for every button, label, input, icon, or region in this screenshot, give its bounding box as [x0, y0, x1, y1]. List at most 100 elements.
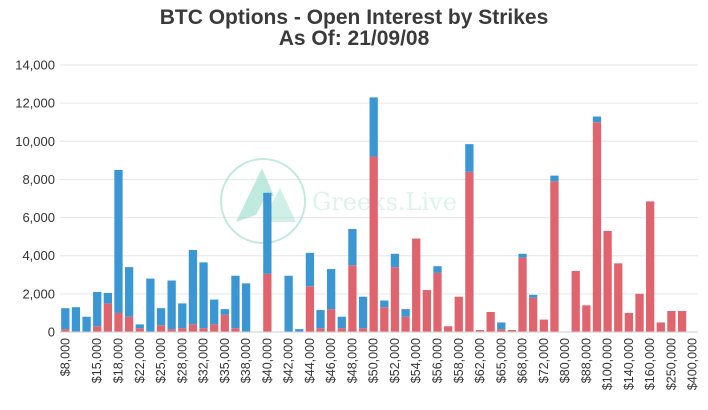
- bar-call[interactable]: [263, 192, 272, 274]
- bar-call[interactable]: [241, 283, 251, 332]
- bar-put[interactable]: [210, 324, 219, 332]
- bar-put[interactable]: [592, 122, 602, 332]
- bar-put[interactable]: [305, 286, 315, 332]
- bar-put[interactable]: [93, 326, 102, 332]
- bar-put[interactable]: [231, 328, 240, 332]
- x-tick-label: $80,000: [558, 338, 572, 383]
- bar-call[interactable]: [465, 144, 474, 172]
- bar-put[interactable]: [167, 329, 176, 332]
- bar-call[interactable]: [199, 262, 208, 329]
- x-tick-label: $35,000: [218, 338, 232, 383]
- x-tick-label: $44,000: [303, 338, 317, 383]
- bar-call[interactable]: [433, 266, 442, 273]
- bar-put[interactable]: [390, 267, 400, 332]
- bar-call[interactable]: [369, 97, 378, 157]
- bar-call[interactable]: [61, 308, 70, 330]
- bar-put[interactable]: [327, 309, 336, 332]
- bar-put[interactable]: [667, 311, 676, 332]
- watermark-ring-icon: [220, 158, 306, 244]
- bar-put[interactable]: [316, 328, 325, 332]
- x-tick-label: $50,000: [367, 338, 381, 383]
- bar-call[interactable]: [284, 275, 293, 332]
- bar-put[interactable]: [507, 330, 517, 332]
- bar-put[interactable]: [124, 316, 134, 332]
- bar-put[interactable]: [103, 303, 112, 332]
- bar-call[interactable]: [167, 280, 176, 330]
- bar-put[interactable]: [380, 307, 389, 332]
- bar-call[interactable]: [518, 253, 527, 258]
- bar-call[interactable]: [305, 252, 315, 287]
- bar-call[interactable]: [135, 324, 144, 329]
- bar-put[interactable]: [220, 314, 229, 332]
- bar-put[interactable]: [614, 263, 623, 332]
- x-tick-label: $250,000: [664, 338, 678, 390]
- bar-call[interactable]: [93, 291, 102, 327]
- bar-call[interactable]: [178, 303, 187, 329]
- bar-put[interactable]: [635, 293, 644, 332]
- bar-put[interactable]: [412, 238, 421, 332]
- bar-put[interactable]: [178, 328, 187, 332]
- bar-call[interactable]: [188, 249, 198, 325]
- bar-put[interactable]: [656, 322, 665, 332]
- bar-put[interactable]: [539, 319, 548, 332]
- bar-put[interactable]: [348, 265, 357, 332]
- bar-call[interactable]: [390, 253, 400, 268]
- bar-call[interactable]: [529, 294, 538, 298]
- bar-call[interactable]: [114, 169, 123, 313]
- bar-call[interactable]: [358, 296, 368, 329]
- bar-call[interactable]: [71, 307, 81, 332]
- bar-put[interactable]: [156, 325, 166, 332]
- bar-call[interactable]: [401, 309, 410, 317]
- bar-put[interactable]: [677, 311, 687, 332]
- bar-call[interactable]: [210, 299, 219, 325]
- bar-call[interactable]: [103, 292, 112, 304]
- bar-call[interactable]: [146, 278, 155, 332]
- x-tick-label: $38,000: [239, 338, 253, 383]
- bar-put[interactable]: [624, 312, 634, 332]
- bar-call[interactable]: [327, 269, 336, 310]
- bar-call[interactable]: [124, 267, 134, 317]
- bar-put[interactable]: [646, 201, 655, 332]
- bar-call[interactable]: [231, 275, 240, 329]
- bar-put[interactable]: [550, 181, 559, 332]
- bar-put[interactable]: [358, 328, 368, 332]
- bar-call[interactable]: [295, 329, 304, 332]
- bar-put[interactable]: [135, 328, 144, 332]
- bar-put[interactable]: [465, 171, 474, 332]
- bar-put[interactable]: [61, 329, 70, 332]
- bar-put[interactable]: [433, 272, 442, 332]
- bar-call[interactable]: [82, 316, 91, 332]
- bar-put[interactable]: [337, 328, 346, 332]
- bar-call[interactable]: [592, 116, 602, 123]
- bar-put[interactable]: [529, 297, 538, 332]
- x-tick-label: $58,000: [452, 338, 466, 383]
- bar-put[interactable]: [582, 305, 591, 332]
- bar-put[interactable]: [401, 316, 410, 332]
- bar-put[interactable]: [422, 290, 431, 332]
- bar-call[interactable]: [497, 322, 506, 330]
- bar-put[interactable]: [114, 312, 123, 332]
- bar-call[interactable]: [337, 316, 346, 329]
- bar-call[interactable]: [550, 175, 559, 182]
- bar-put[interactable]: [443, 326, 453, 332]
- bar-call[interactable]: [316, 310, 325, 329]
- bar-put[interactable]: [454, 296, 463, 332]
- bar-call[interactable]: [220, 309, 229, 315]
- x-tick-label: $62,000: [473, 338, 487, 383]
- x-tick-label: $100,000: [601, 338, 615, 390]
- bar-put[interactable]: [475, 330, 485, 332]
- bar-put[interactable]: [199, 328, 208, 332]
- bar-call[interactable]: [348, 229, 357, 266]
- bar-put[interactable]: [603, 230, 612, 332]
- x-tick-label: $72,000: [537, 338, 551, 383]
- bar-put[interactable]: [486, 311, 495, 332]
- bar-put[interactable]: [571, 270, 580, 332]
- bar-put[interactable]: [518, 257, 527, 332]
- x-tick-label: $15,000: [90, 338, 104, 383]
- bar-call[interactable]: [380, 300, 389, 308]
- bar-put[interactable]: [263, 273, 272, 332]
- bar-put[interactable]: [188, 324, 198, 332]
- bar-call[interactable]: [156, 308, 166, 326]
- bar-put[interactable]: [497, 329, 506, 332]
- bar-put[interactable]: [369, 156, 378, 332]
